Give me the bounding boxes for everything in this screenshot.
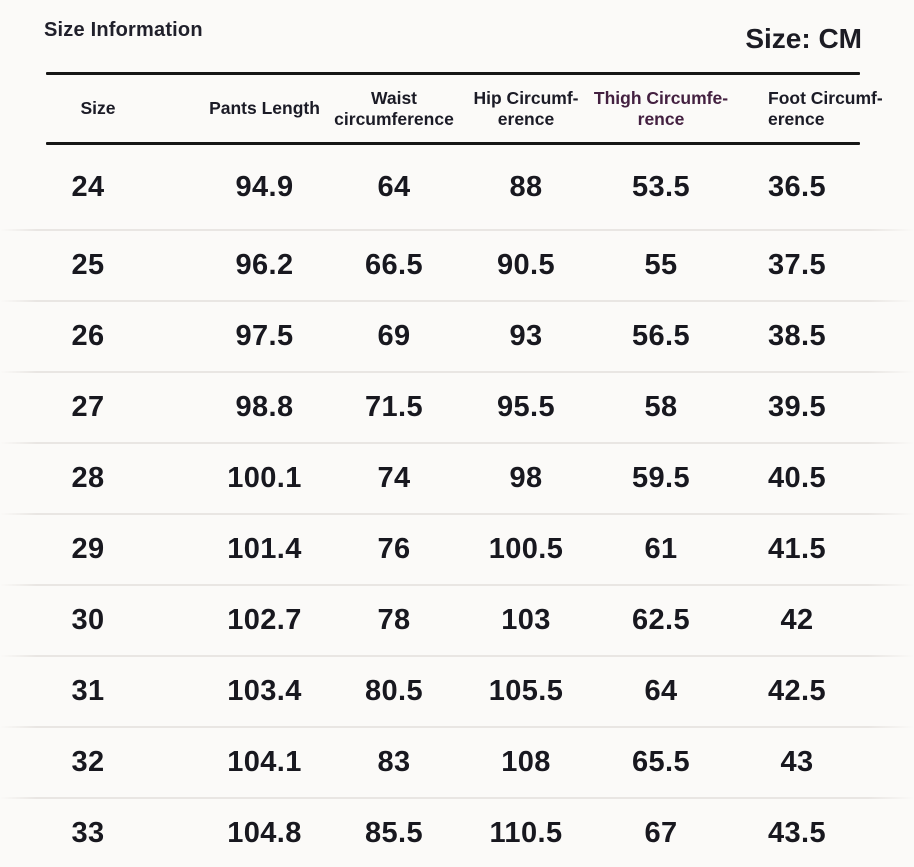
row-separator bbox=[0, 726, 914, 728]
table-cell: 110.5 bbox=[489, 817, 563, 849]
column-header-thigh-circumference: Thigh Circumfe-rence bbox=[593, 87, 729, 129]
table-cell: 25 bbox=[71, 249, 105, 281]
table-cell: 59.5 bbox=[631, 462, 691, 494]
table-cell: 98.8 bbox=[235, 391, 294, 423]
table-row: 29 101.4 76 100.5 61 41.5 bbox=[0, 515, 914, 584]
table-cell: 39.5 bbox=[767, 391, 827, 423]
table-cell: 42 bbox=[780, 604, 814, 636]
page-title: Size Information bbox=[44, 19, 203, 41]
table-cell: 96.2 bbox=[235, 249, 294, 281]
table-cell: 104.1 bbox=[227, 746, 302, 778]
table-cell: 29 bbox=[71, 533, 105, 565]
table-cell: 71.5 bbox=[364, 391, 424, 423]
table-cell: 100.5 bbox=[488, 533, 564, 565]
table-cell: 31 bbox=[71, 675, 105, 707]
header-top-rule bbox=[46, 72, 860, 75]
table-cell: 88 bbox=[509, 170, 543, 203]
table-cell: 36.5 bbox=[767, 170, 827, 203]
row-separator bbox=[0, 655, 914, 657]
table-cell: 80.5 bbox=[364, 675, 424, 707]
table-cell: 32 bbox=[71, 746, 105, 778]
row-separator bbox=[0, 229, 914, 231]
table-cell: 108 bbox=[501, 746, 551, 778]
table-cell: 62.5 bbox=[631, 604, 691, 636]
table-cell: 41.5 bbox=[767, 533, 827, 565]
table-cell: 53.5 bbox=[631, 170, 691, 203]
table-body: 24 94.9 64 88 53.5 36.5 25 96.2 66.5 90.5 55 37.5 26… bbox=[0, 145, 914, 867]
table-cell: 65.5 bbox=[631, 746, 691, 778]
table-cell: 67 bbox=[644, 817, 678, 849]
column-header-hip-circumference: Hip Circumf-erence bbox=[473, 87, 579, 129]
table-cell: 43.5 bbox=[767, 817, 827, 849]
size-table: Size Pants Length Waist circumference Hip… bbox=[0, 72, 914, 867]
table-row: 33 104.8 85.5 110.5 67 43.5 bbox=[0, 799, 914, 867]
table-cell: 66.5 bbox=[364, 249, 424, 281]
table-cell: 58 bbox=[644, 391, 678, 423]
table-cell: 30 bbox=[71, 604, 105, 636]
table-cell: 78 bbox=[377, 604, 411, 636]
table-row: 30 102.7 78 103 62.5 42 bbox=[0, 586, 914, 655]
table-cell: 103 bbox=[501, 604, 551, 636]
table-cell: 40.5 bbox=[767, 462, 827, 494]
header-bottom-rule bbox=[46, 142, 860, 145]
table-cell: 61 bbox=[644, 533, 678, 565]
table-cell: 93 bbox=[509, 320, 543, 352]
row-separator bbox=[0, 442, 914, 444]
table-cell: 104.8 bbox=[227, 817, 302, 849]
table-cell: 101.4 bbox=[227, 533, 302, 565]
table-row: 24 94.9 64 88 53.5 36.5 bbox=[0, 145, 914, 229]
table-cell: 105.5 bbox=[488, 675, 564, 707]
row-separator bbox=[0, 371, 914, 373]
table-cell: 43 bbox=[780, 746, 814, 778]
table-cell: 90.5 bbox=[496, 249, 556, 281]
table-cell: 64 bbox=[377, 170, 411, 203]
table-cell: 55 bbox=[644, 249, 678, 281]
table-cell: 76 bbox=[377, 533, 411, 565]
table-cell: 64 bbox=[644, 675, 678, 707]
table-row: 32 104.1 83 108 65.5 43 bbox=[0, 728, 914, 797]
table-cell: 98 bbox=[509, 462, 543, 494]
unit-label: Size: CM bbox=[745, 23, 862, 54]
table-cell: 102.7 bbox=[227, 604, 302, 636]
table-cell: 38.5 bbox=[767, 320, 827, 352]
table-cell: 103.4 bbox=[227, 675, 302, 707]
table-cell: 42.5 bbox=[767, 675, 827, 707]
table-row: 25 96.2 66.5 90.5 55 37.5 bbox=[0, 231, 914, 300]
row-separator bbox=[0, 300, 914, 302]
table-cell: 24 bbox=[71, 170, 105, 203]
column-header-size: Size bbox=[80, 98, 116, 118]
table-row: 26 97.5 69 93 56.5 38.5 bbox=[0, 302, 914, 371]
row-separator bbox=[0, 797, 914, 799]
table-cell: 74 bbox=[377, 462, 411, 494]
table-cell: 83 bbox=[377, 746, 411, 778]
table-row: 28 100.1 74 98 59.5 40.5 bbox=[0, 444, 914, 513]
table-cell: 37.5 bbox=[767, 249, 827, 281]
row-separator bbox=[0, 513, 914, 515]
table-header-row: Size Pants Length Waist circumference Hip… bbox=[0, 75, 914, 142]
table-cell: 27 bbox=[71, 391, 105, 423]
table-cell: 26 bbox=[71, 320, 105, 352]
table-row: 27 98.8 71.5 95.5 58 39.5 bbox=[0, 373, 914, 442]
table-cell: 85.5 bbox=[364, 817, 424, 849]
column-header-foot-circumference: Foot Circumf-erence bbox=[768, 87, 883, 129]
table-cell: 56.5 bbox=[631, 320, 691, 352]
table-cell: 69 bbox=[377, 320, 411, 352]
table-cell: 100.1 bbox=[227, 462, 302, 494]
table-row: 31 103.4 80.5 105.5 64 42.5 bbox=[0, 657, 914, 726]
column-header-pants-length: Pants Length bbox=[209, 98, 320, 118]
table-cell: 28 bbox=[71, 462, 105, 494]
table-cell: 97.5 bbox=[235, 320, 294, 352]
table-cell: 33 bbox=[71, 817, 105, 849]
table-cell: 94.9 bbox=[235, 170, 294, 203]
row-separator bbox=[0, 584, 914, 586]
top-bar: Size Information Size: CM bbox=[0, 0, 914, 72]
column-header-waist-circumference: Waist circumference bbox=[334, 87, 454, 129]
table-cell: 95.5 bbox=[496, 391, 556, 423]
